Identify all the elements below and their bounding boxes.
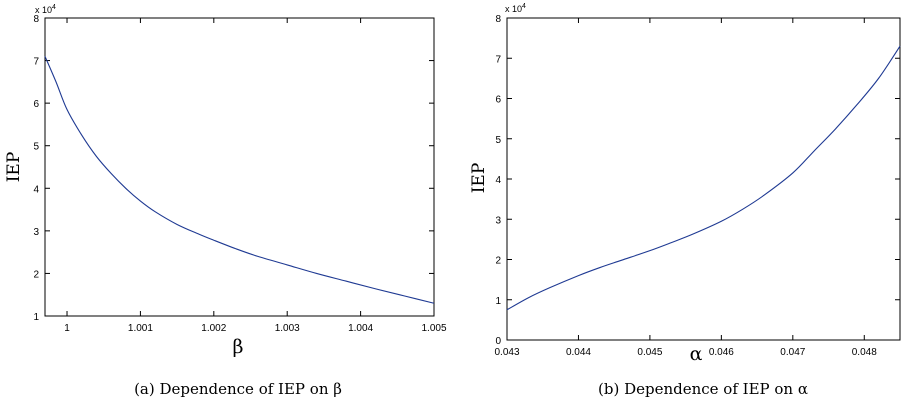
y-tick-label-b: 2: [495, 256, 501, 267]
series-line-b: [506, 45, 901, 311]
chart-alpha: 0.043 0.044 0.045 0.046 0.047 0.048012345678 …: [469, 3, 901, 398]
x-tick-label-a: 1.002: [201, 323, 226, 334]
x-tick-label-b: 0.048: [852, 347, 877, 358]
caption-a: (a) Dependence of IEP on β: [134, 380, 342, 398]
x-tick-label-a: 1.001: [128, 323, 153, 334]
y-tick-label-a: 4: [33, 184, 39, 195]
y-tick-label-b: 7: [495, 54, 501, 65]
y-tick-label-b: 1: [495, 296, 501, 307]
ticks-a: 1 1.001 1.002 1.003 1.004 1.005 1 2 3 4 5 6 7 8: [33, 14, 447, 334]
x-tick-label-a: 1.004: [348, 323, 373, 334]
y-tick-label-b: 4: [495, 175, 501, 186]
x-tick-label-b: 0.044: [566, 347, 591, 358]
y-tick-label-a: 5: [33, 142, 39, 153]
x-tick-label-a: 1: [64, 323, 70, 334]
caption-b: (b) Dependence of IEP on α: [598, 380, 808, 398]
y-tick-label-b: 5: [495, 135, 501, 146]
y-tick-label-a: 1: [33, 312, 39, 323]
x-tick-label-b: 0.045: [637, 347, 662, 358]
ticks-b: 0.043 0.044 0.045 0.046 0.047 0.048 0 1 2 3 4 5 6 7 8: [494, 14, 900, 358]
y-multiplier-a: x 104: [35, 4, 56, 15]
x-tick-label-b: 0.046: [709, 347, 734, 358]
y-tick-label-b: 6: [495, 95, 501, 106]
y-axis-label-b: IEP: [469, 163, 489, 194]
y-axis-label-a: IEP: [4, 152, 24, 183]
y-tick-label-a: 2: [33, 269, 39, 280]
plot-frame-a: [44, 17, 435, 317]
chart-beta: 1 1.001 1.002 1.003 1.004 1.005 1 2 3 4 5 6 7 8 x 104…: [4, 4, 447, 398]
y-tick-label-a: 8: [33, 14, 39, 25]
x-tick-label-a: 1.003: [275, 323, 300, 334]
x-tick-label-b: 0.043: [494, 347, 519, 358]
series-line-a: [44, 56, 435, 304]
y-tick-label-a: 6: [33, 99, 39, 110]
y-tick-label-a: 7: [33, 57, 39, 68]
plot-frame-b: [506, 17, 901, 341]
y-tick-label-a: 3: [33, 227, 39, 238]
y-multiplier-b: x 104: [505, 3, 526, 14]
x-axis-label-a: β: [233, 336, 244, 358]
y-tick-label-b: 0: [495, 336, 501, 347]
x-axis-label-b: α: [690, 343, 703, 365]
y-tick-label-b: 8: [495, 14, 501, 25]
x-tick-label-a: 1.005: [421, 323, 446, 334]
x-tick-label-b: 0.047: [780, 347, 805, 358]
y-tick-label-b: 3: [495, 215, 501, 226]
